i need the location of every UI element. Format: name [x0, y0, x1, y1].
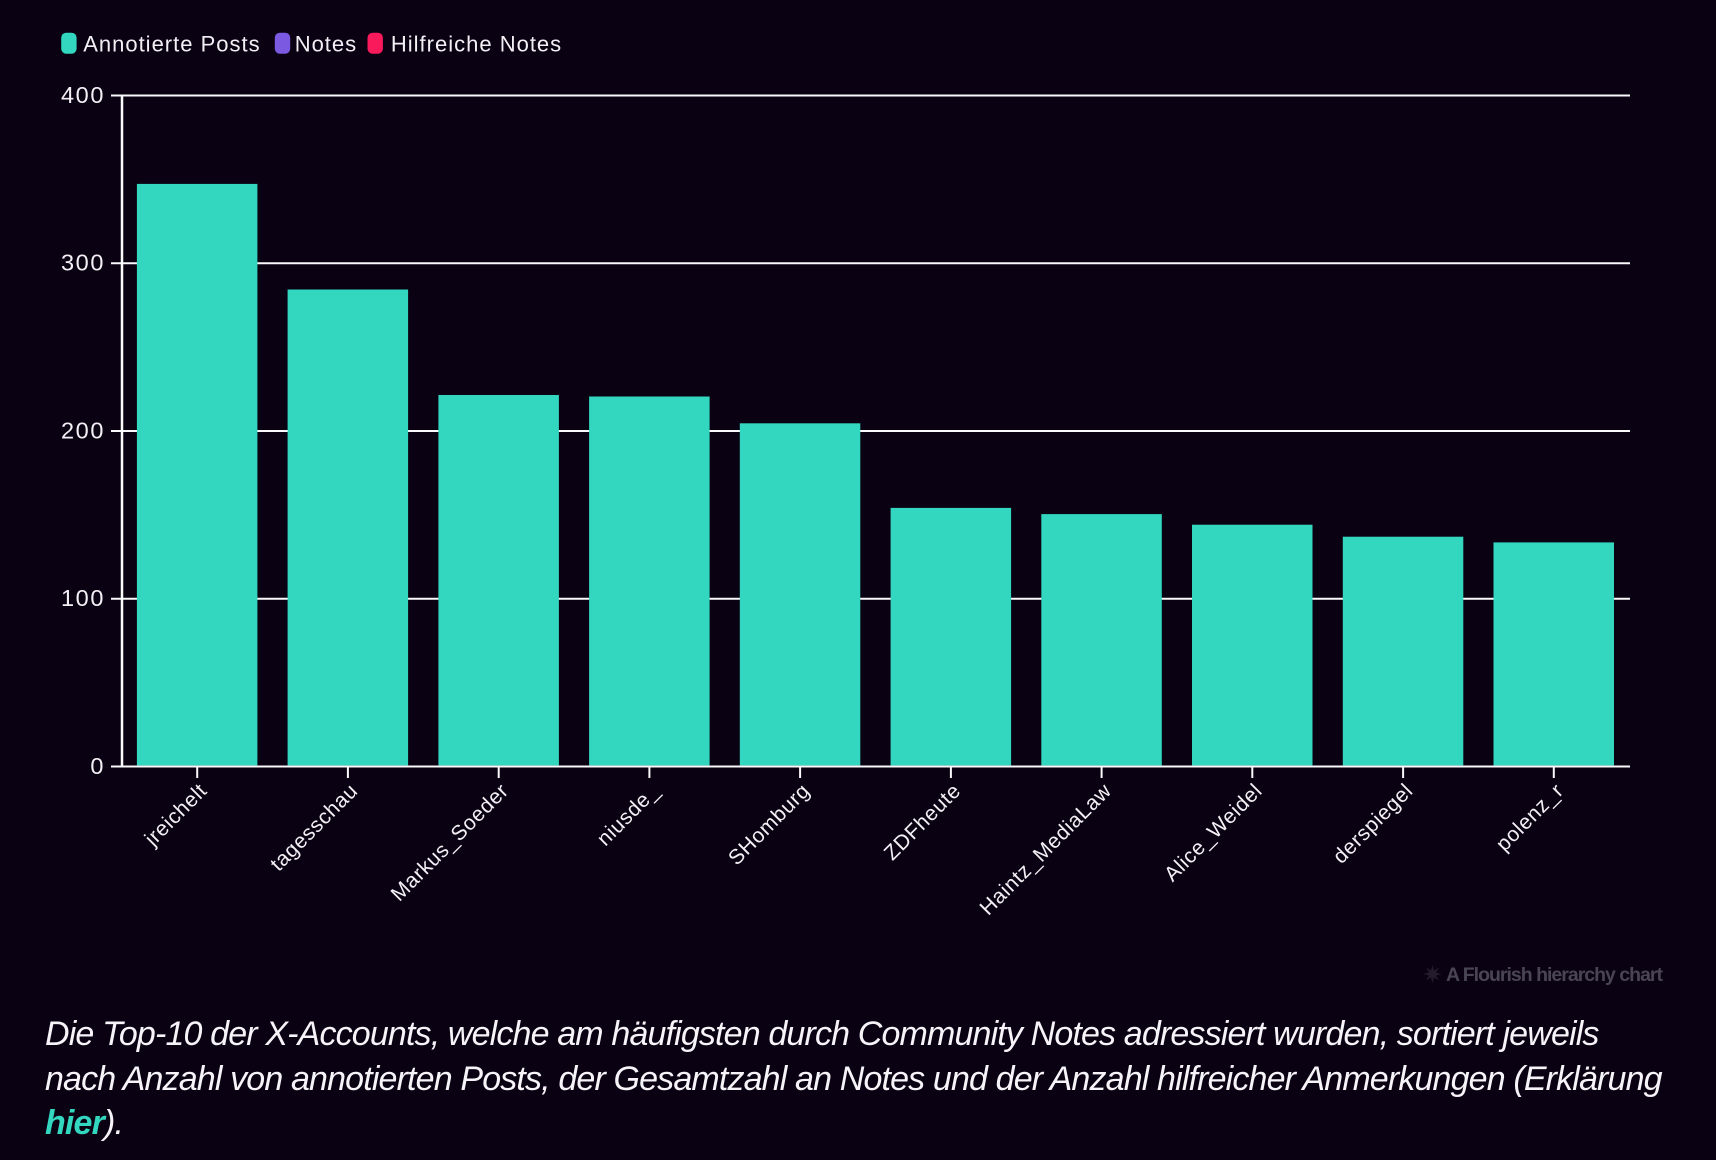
svg-text:400: 400 — [61, 82, 105, 108]
svg-text:jreichelt: jreichelt — [140, 779, 212, 851]
svg-text:niusde_: niusde_ — [593, 779, 664, 850]
svg-text:Notes: Notes — [295, 32, 357, 57]
svg-text:200: 200 — [61, 418, 105, 444]
svg-text:Haintz_MediaLaw: Haintz_MediaLaw — [975, 779, 1116, 920]
svg-text:A Flourish hierarchy chart: A Flourish hierarchy chart — [1446, 964, 1664, 986]
svg-text:ZDFheute: ZDFheute — [880, 779, 966, 865]
svg-text:SHomburg: SHomburg — [724, 779, 815, 870]
svg-text:derspiegel: derspiegel — [1329, 779, 1418, 868]
svg-text:polenz_r: polenz_r — [1492, 779, 1569, 856]
svg-text:Markus_Soeder: Markus_Soeder — [387, 779, 514, 906]
svg-text:300: 300 — [61, 250, 105, 276]
svg-text:0: 0 — [90, 753, 105, 779]
svg-text:Annotierte Posts: Annotierte Posts — [83, 32, 260, 57]
svg-text:tagesschau: tagesschau — [266, 779, 362, 875]
svg-text:100: 100 — [61, 585, 105, 611]
svg-text:Hilfreiche Notes: Hilfreiche Notes — [391, 32, 562, 57]
svg-text:Alice_Weidel: Alice_Weidel — [1160, 779, 1267, 886]
